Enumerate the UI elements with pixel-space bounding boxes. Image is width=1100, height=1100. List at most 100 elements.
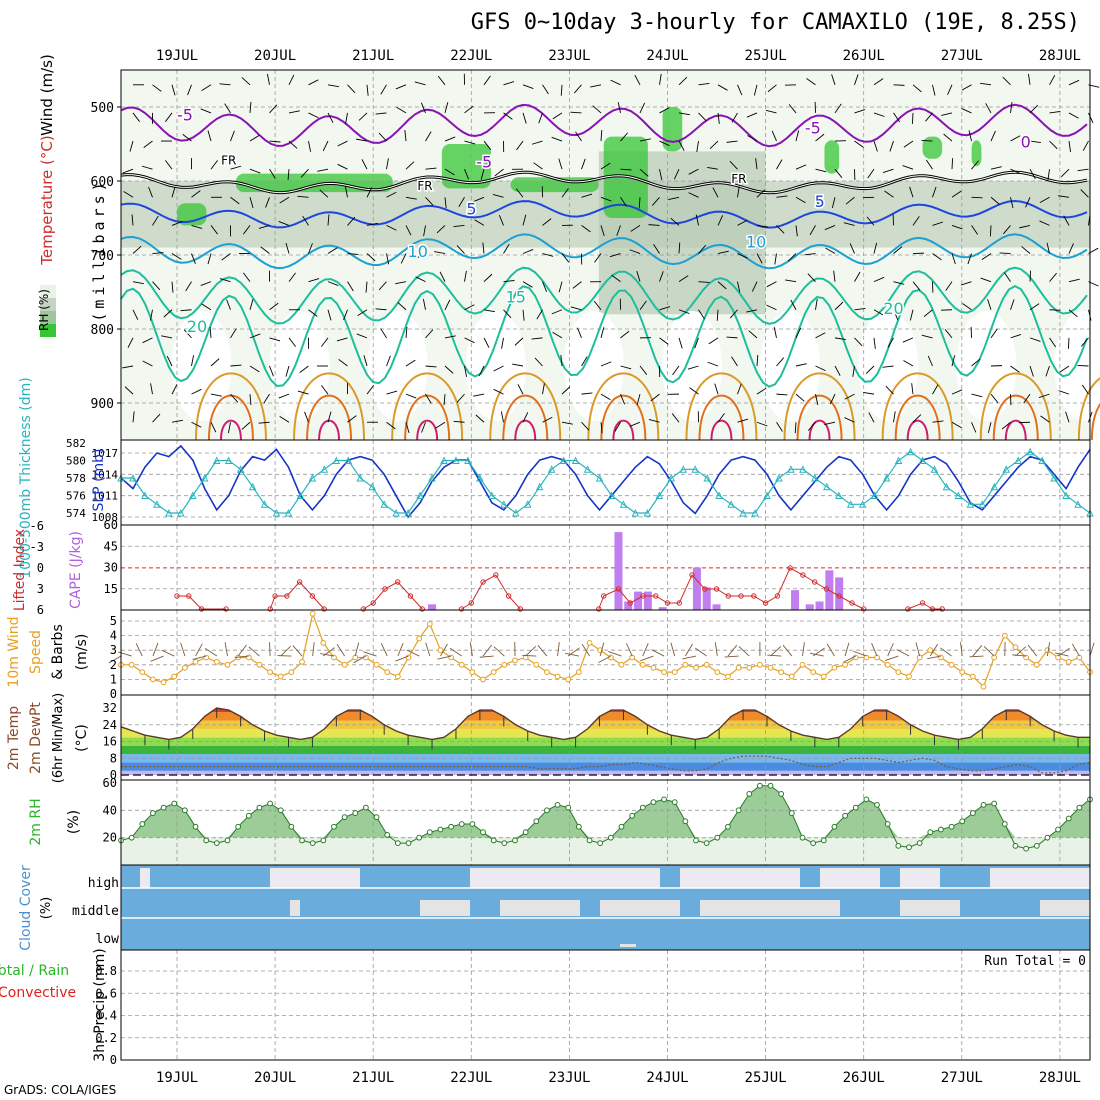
wind-barb [425,329,434,339]
li-tick: -6 [30,519,44,533]
isotherm-35 [416,419,439,441]
wind-barb [687,365,699,370]
lifted-index-point [321,606,327,612]
rh-point [181,807,188,814]
lifted-index-point [296,579,303,585]
wind-barb [884,190,894,198]
isotherm-30 [894,394,941,441]
wind-barb [581,225,591,233]
rh-point [938,826,944,833]
wind-barb [951,421,962,429]
wind-barb [573,84,582,94]
wind-barb [469,642,473,657]
wind-speed-point [725,673,731,680]
wind-barb [1045,365,1050,377]
rh-dry-cell [269,311,330,421]
wind-barb [1088,112,1094,124]
wind-barb [327,411,332,423]
wind-barb [171,384,178,395]
wind-barb [279,196,290,204]
wind-barb [444,168,455,176]
wind-barb [515,188,524,198]
wind-barb [614,422,621,432]
thickness-point [571,456,580,464]
wind-barb [405,422,410,433]
wind-speed-point [160,679,167,686]
thickness-point [655,491,664,499]
wind-barb [600,422,603,434]
slp-tick: 1017 [92,447,119,460]
wind-barb [1029,104,1039,114]
precip-tick: 0.4 [95,1009,117,1023]
cape-bar [634,591,643,610]
wind-barb [210,225,218,235]
wind-barb [397,642,404,657]
wind-barb [599,642,605,657]
wind-speed-point [969,673,976,680]
wind-barb [327,247,338,254]
wind-speed-point [884,661,891,668]
wind-barb [375,308,387,311]
wind-barb [464,304,475,311]
wind-barb [132,309,139,320]
contour-label: -5 [177,105,193,124]
rh-point [671,799,678,806]
rh-point [639,804,646,811]
wind-barb [987,299,992,310]
rh-legend-swatch [40,324,56,337]
cloud-unit-label: (%) [39,897,54,920]
rh-point [799,834,806,841]
wind-barb [981,253,992,261]
wind-barb [483,75,491,86]
wind-barb [420,102,426,114]
wind-barb [776,195,788,198]
wind-tick: 4 [110,629,117,643]
rh-point [1033,842,1040,849]
wind-barb [227,422,231,434]
thickness-series-line [121,451,1091,514]
cloud-level-high: high [88,876,119,891]
isotherm-25 [194,372,267,441]
thickness-point [811,473,819,482]
rh-point [245,812,252,819]
wind-barb [932,420,944,423]
wind-barb [308,140,312,152]
wind-barb [824,421,836,425]
rh-point [980,801,987,808]
wind-barb [659,73,662,85]
temperature-band [121,762,1090,771]
isotherm-35 [514,419,537,441]
wind-barb [737,418,749,423]
cape-tick: 60 [104,518,118,532]
wind-barb [514,337,524,346]
contour-label: 20 [883,299,903,318]
wind-barb [163,309,173,318]
cloud-level-middle: middle [72,904,119,919]
wind-barb [853,650,867,657]
wind-barb [678,76,688,86]
wind-barb [396,106,407,114]
wind-barb [278,393,290,399]
wind-barb [444,136,456,142]
lifted-index-point [615,586,622,592]
wind-barb [353,655,367,664]
rh-point [757,782,763,789]
wind-speed-point [852,654,859,661]
temperature-band [121,728,1090,738]
wind-barb [854,140,864,148]
precip-tick: 0.6 [95,986,117,1000]
wind-barb [581,356,588,367]
wind-barb [552,331,563,339]
wind-barb [354,642,360,657]
wind-barb [1068,278,1080,283]
rh-point [405,840,412,847]
date-tick-bottom: 20JUL [254,1070,296,1086]
wind-barb [243,272,251,282]
wind-barb [444,102,449,114]
wind-barb [809,225,816,236]
wind-barb [609,253,621,258]
thickness-point [344,456,353,464]
wind-barb [191,253,196,264]
wind-barb [1058,390,1070,395]
